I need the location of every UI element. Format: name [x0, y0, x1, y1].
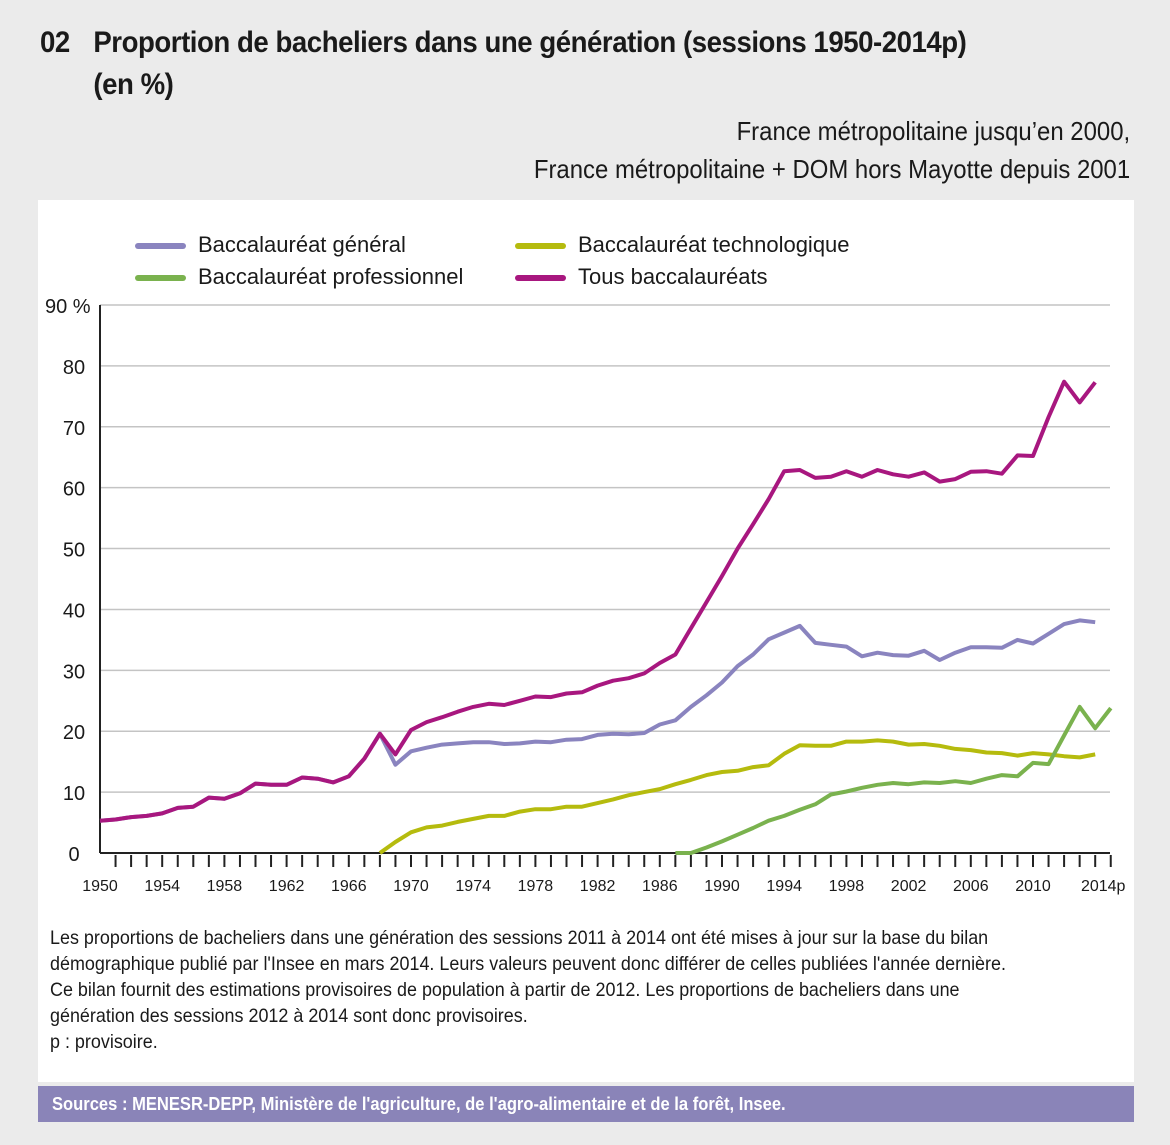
subtitle-line-1: France métropolitaine jusqu’en 2000,: [736, 116, 1130, 146]
subtitle-line-2: France métropolitaine + DOM hors Mayotte…: [533, 154, 1130, 184]
x-tick-label: 1950: [82, 878, 118, 895]
chart-subtitle: France métropolitaine jusqu’en 2000, Fra…: [534, 112, 1130, 188]
legend: Baccalauréat général Baccalauréat technol…: [135, 232, 850, 289]
x-tick-label: 1986: [642, 878, 678, 895]
x-tick-label: 2014p: [1081, 878, 1126, 895]
line-chart: Baccalauréat général Baccalauréat technol…: [45, 232, 1126, 895]
chart-panel: [38, 200, 1134, 880]
x-tick-label: 1998: [829, 878, 865, 895]
y-tick-label: 0: [68, 844, 79, 866]
x-tick-label: 2010: [1015, 878, 1051, 895]
x-tick-label: 1974: [455, 878, 491, 895]
y-tick-label: 40: [63, 600, 85, 622]
y-tick-label: 10: [63, 783, 85, 805]
x-tick-label: 1966: [331, 878, 367, 895]
y-axis: 0 10 20 30 40 50 60 70 80 90 %: [45, 296, 101, 866]
x-tick-label: 1958: [207, 878, 243, 895]
x-tick-label: 1990: [704, 878, 740, 895]
note-line: p : provisoire.: [50, 1031, 158, 1053]
legend-label: Tous baccalauréats: [578, 264, 768, 289]
x-tick-label: 1982: [580, 878, 616, 895]
x-tick-label: 2006: [953, 878, 989, 895]
legend-label: Baccalauréat technologique: [578, 232, 850, 257]
y-tick-label: 30: [63, 661, 85, 683]
note-line: Les proportions de bacheliers dans une g…: [50, 927, 989, 949]
sources-bar: Sources : MENESR-DEPP, Ministère de l'ag…: [38, 1086, 1134, 1122]
x-tick-label: 1954: [144, 878, 180, 895]
note-line: démographique publié par l'Insee en mars…: [50, 953, 1006, 975]
figure-number: 02: [40, 26, 70, 59]
title-line-2: (en %): [93, 68, 174, 101]
y-tick-label: 90 %: [45, 296, 91, 318]
x-axis: 1950 1954 1958 1962 1966 1970 1974 1978 1982 1986…: [82, 852, 1126, 895]
series-line-3: [99, 379, 1097, 823]
x-tick-label: 1970: [393, 878, 429, 895]
y-tick-label: 20: [63, 722, 85, 744]
x-tick-label: 1962: [269, 878, 305, 895]
y-tick-label: 50: [63, 540, 85, 562]
x-tick-label: 1994: [766, 878, 802, 895]
y-tick-label: 80: [63, 357, 85, 379]
x-tick-label: 1978: [518, 878, 554, 895]
title-line-1: Proportion de bacheliers dans une généra…: [93, 26, 967, 59]
x-tick-label: 2002: [891, 878, 927, 895]
legend-label: Baccalauréat professionnel: [198, 264, 463, 289]
chart-title: 02 Proportion de bacheliers dans une géné…: [40, 22, 967, 106]
y-tick-label: 60: [63, 479, 85, 501]
series-line-0: [99, 618, 1096, 823]
note-line: génération des sessions 2012 à 2014 sont…: [50, 1005, 528, 1027]
notes-panel: [38, 880, 1134, 1082]
series-line-2: [675, 704, 1113, 855]
chart-notes: Les proportions de bacheliers dans une g…: [50, 925, 1053, 1055]
gridlines: [100, 304, 1110, 793]
series-line-1: [378, 738, 1096, 855]
sources-text: Sources : MENESR-DEPP, Ministère de l'ag…: [52, 1094, 786, 1114]
legend-label: Baccalauréat général: [198, 232, 406, 257]
y-tick-label: 70: [63, 418, 85, 440]
note-line: Ce bilan fournit des estimations proviso…: [50, 979, 960, 1001]
series-lines: [99, 379, 1113, 855]
